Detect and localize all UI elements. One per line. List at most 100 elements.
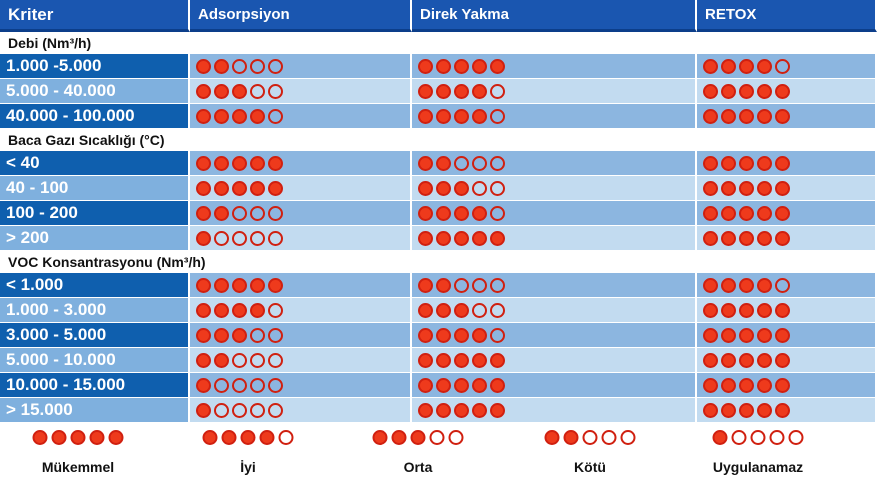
header-kriter: Kriter (0, 0, 190, 32)
rating-dots (196, 205, 283, 221)
filled-dot-icon (721, 155, 736, 171)
filled-dot-icon (757, 352, 772, 368)
rating-dots (418, 402, 505, 418)
filled-dot-icon (775, 402, 790, 418)
rating-dots (418, 377, 505, 393)
filled-dot-icon (418, 352, 433, 368)
rating-dots (703, 205, 790, 221)
empty-dot-icon (268, 205, 283, 221)
empty-dot-icon (268, 377, 283, 393)
empty-dot-icon (268, 230, 283, 246)
rating-cell (412, 201, 697, 225)
filled-dot-icon (739, 230, 754, 246)
filled-dot-icon (703, 155, 718, 171)
table-row: 1.000 -5.000 (0, 54, 877, 79)
rating-cell (697, 201, 877, 225)
empty-dot-icon (268, 83, 283, 99)
rating-cell (697, 104, 877, 128)
filled-dot-icon (757, 155, 772, 171)
filled-dot-icon (214, 205, 229, 221)
rating-dots (418, 352, 505, 368)
filled-dot-icon (391, 430, 407, 445)
filled-dot-icon (196, 108, 211, 124)
filled-dot-icon (436, 327, 451, 343)
rating-cell (190, 151, 412, 175)
table-row: 40 - 100 (0, 176, 877, 201)
filled-dot-icon (214, 302, 229, 318)
filled-dot-icon (739, 277, 754, 293)
filled-dot-icon (196, 402, 211, 418)
rating-cell (412, 176, 697, 200)
section-title-text: VOC Konsantrasyonu (Nm³/h) (8, 254, 206, 270)
rating-dots (372, 430, 464, 445)
filled-dot-icon (214, 277, 229, 293)
filled-dot-icon (436, 277, 451, 293)
empty-dot-icon (429, 430, 445, 445)
empty-dot-icon (775, 277, 790, 293)
table-row: < 1.000 (0, 273, 877, 298)
empty-dot-icon (490, 108, 505, 124)
filled-dot-icon (418, 277, 433, 293)
header-col: RETOX (697, 0, 877, 32)
section-title-row: VOC Konsantrasyonu (Nm³/h) (0, 251, 877, 273)
filled-dot-icon (436, 302, 451, 318)
legend-label: Kötü (574, 459, 606, 475)
filled-dot-icon (51, 430, 67, 445)
filled-dot-icon (757, 327, 772, 343)
empty-dot-icon (232, 205, 247, 221)
filled-dot-icon (240, 430, 256, 445)
table-row: > 200 (0, 226, 877, 251)
filled-dot-icon (436, 352, 451, 368)
header-label: Adsorpsiyon (198, 6, 290, 23)
legend-item: Kötü (544, 430, 636, 475)
table-row: > 15.000 (0, 398, 877, 423)
filled-dot-icon (250, 277, 265, 293)
filled-dot-icon (259, 430, 275, 445)
filled-dot-icon (454, 180, 469, 196)
rating-cell (190, 79, 412, 103)
empty-dot-icon (250, 352, 265, 368)
filled-dot-icon (108, 430, 124, 445)
table-row: 3.000 - 5.000 (0, 323, 877, 348)
empty-dot-icon (490, 327, 505, 343)
filled-dot-icon (739, 58, 754, 74)
row-label-text: 10.000 - 15.000 (6, 375, 126, 394)
row-label: 1.000 -5.000 (0, 54, 190, 78)
empty-dot-icon (472, 302, 487, 318)
rating-dots (418, 302, 505, 318)
filled-dot-icon (418, 58, 433, 74)
rating-dots (418, 277, 505, 293)
rating-cell (190, 273, 412, 297)
filled-dot-icon (721, 230, 736, 246)
legend-item: Uygulanamaz (712, 430, 804, 475)
rating-cell (190, 226, 412, 250)
filled-dot-icon (454, 377, 469, 393)
filled-dot-icon (436, 377, 451, 393)
filled-dot-icon (214, 83, 229, 99)
filled-dot-icon (775, 180, 790, 196)
empty-dot-icon (490, 83, 505, 99)
filled-dot-icon (721, 58, 736, 74)
section-title-row: Baca Gazı Sıcaklığı (°C) (0, 129, 877, 151)
empty-dot-icon (278, 430, 294, 445)
filled-dot-icon (214, 180, 229, 196)
legend-label: İyi (240, 459, 256, 475)
filled-dot-icon (418, 302, 433, 318)
empty-dot-icon (601, 430, 617, 445)
filled-dot-icon (436, 180, 451, 196)
filled-dot-icon (490, 352, 505, 368)
legend-label: Orta (403, 459, 433, 475)
empty-dot-icon (250, 377, 265, 393)
header-col: Direk Yakma (412, 0, 697, 32)
legend-label: Mükemmel (41, 459, 115, 475)
rating-dots (703, 230, 790, 246)
filled-dot-icon (757, 180, 772, 196)
rating-dots (703, 180, 790, 196)
rating-dots (712, 430, 804, 445)
filled-dot-icon (232, 108, 247, 124)
filled-dot-icon (703, 230, 718, 246)
filled-dot-icon (775, 108, 790, 124)
empty-dot-icon (775, 58, 790, 74)
rating-cell (412, 79, 697, 103)
rating-dots (418, 83, 505, 99)
